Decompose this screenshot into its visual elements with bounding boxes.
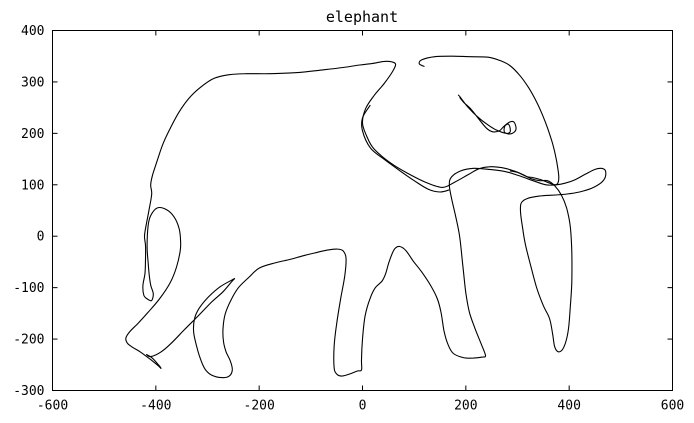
chart-title: elephant bbox=[326, 8, 398, 26]
y-tick-label: -300 bbox=[13, 384, 44, 399]
series-line bbox=[360, 104, 450, 193]
x-axis-tick-labels: -600 -400 -200 0 200 400 600 bbox=[37, 399, 684, 414]
y-tick-label: 100 bbox=[21, 178, 44, 193]
y-tick-label: 200 bbox=[21, 127, 44, 142]
series-line bbox=[418, 55, 560, 186]
x-tick-label: 200 bbox=[454, 399, 477, 414]
y-tick-label: -200 bbox=[13, 333, 44, 348]
x-tick-label: 0 bbox=[359, 399, 367, 414]
series-line bbox=[457, 94, 517, 135]
y-tick-label: 300 bbox=[21, 75, 44, 90]
series-line bbox=[125, 60, 607, 379]
y-tick-label: 0 bbox=[37, 230, 45, 245]
y-tick-label: 400 bbox=[21, 24, 44, 39]
x-tick-label: -400 bbox=[140, 399, 171, 414]
axis-ticks bbox=[52, 30, 673, 391]
elephant-outline bbox=[125, 55, 607, 379]
x-tick-label: -200 bbox=[244, 399, 275, 414]
x-tick-label: -600 bbox=[37, 399, 68, 414]
y-tick-label: -100 bbox=[13, 281, 44, 296]
x-tick-label: 600 bbox=[661, 399, 684, 414]
x-tick-label: 400 bbox=[557, 399, 580, 414]
y-axis-tick-labels: -300 -200 -100 0 100 200 300 400 bbox=[13, 24, 44, 399]
